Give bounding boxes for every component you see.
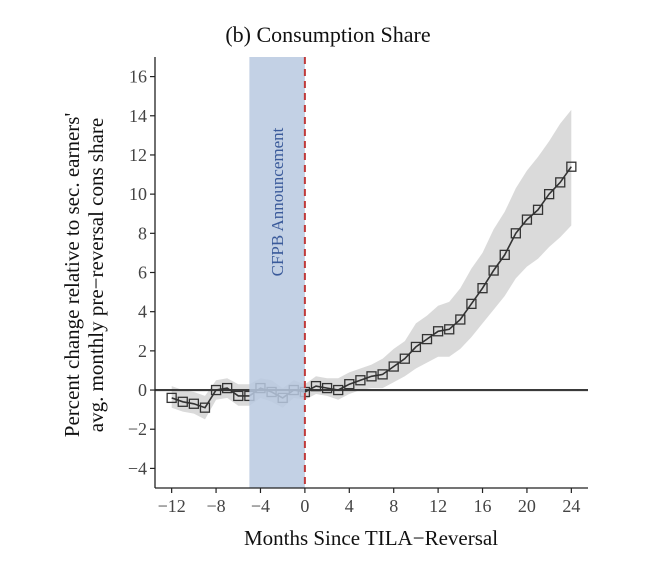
x-tick-label: 4 xyxy=(345,496,354,516)
y-tick-label: 4 xyxy=(138,302,147,322)
x-tick-label: −4 xyxy=(251,496,270,516)
data-point xyxy=(532,204,544,215)
data-point xyxy=(510,228,521,239)
data-point xyxy=(166,392,177,404)
data-point xyxy=(355,375,366,386)
x-tick-label: −12 xyxy=(158,496,186,516)
data-point xyxy=(388,361,399,372)
data-point xyxy=(177,396,188,407)
y-tick-label: 16 xyxy=(129,67,147,87)
data-point xyxy=(432,326,444,337)
y-tick-label: 10 xyxy=(129,184,147,204)
data-point xyxy=(199,402,211,413)
data-point xyxy=(333,384,344,396)
data-point xyxy=(188,398,200,409)
data-point xyxy=(222,382,233,394)
x-tick-label: 8 xyxy=(389,496,398,516)
shaded-region-label: CFPB Announcement xyxy=(268,127,287,276)
y-tick-label: 6 xyxy=(138,263,147,283)
y-axis-title-line-1: Percent change relative to sec. earners' xyxy=(60,113,84,437)
x-tick-label: 16 xyxy=(474,496,492,516)
data-point xyxy=(310,380,322,392)
y-tick-label: 12 xyxy=(129,145,147,165)
data-point xyxy=(344,379,355,390)
data-point xyxy=(410,341,422,353)
shaded-region xyxy=(249,57,305,488)
data-point xyxy=(488,265,499,276)
data-point xyxy=(466,298,477,309)
chart-title: (b) Consumption Share xyxy=(225,22,430,47)
y-tick-label: 8 xyxy=(138,223,147,243)
confidence-band xyxy=(171,109,572,420)
data-point xyxy=(399,353,410,364)
data-point xyxy=(377,369,388,380)
data-point xyxy=(566,161,577,172)
y-tick-label: 14 xyxy=(129,106,147,126)
y-axis-title: Percent change relative to sec. earners'… xyxy=(60,113,108,437)
x-axis-title: Months Since TILA−Reversal xyxy=(244,526,498,550)
y-tick-label: −4 xyxy=(128,458,147,478)
data-point xyxy=(521,214,533,225)
y-tick-label: 2 xyxy=(138,341,147,361)
data-point xyxy=(455,314,466,325)
data-point xyxy=(366,371,377,382)
x-tick-label: −8 xyxy=(206,496,225,516)
data-point xyxy=(210,384,222,396)
y-axis-title-line-2: avg. monthly pre−reversal cons share xyxy=(84,118,108,433)
series-line xyxy=(171,166,572,409)
x-tick-label: 24 xyxy=(562,496,580,516)
data-point xyxy=(444,324,455,335)
data-point xyxy=(499,249,510,261)
y-tick-label: 0 xyxy=(138,380,147,400)
data-point xyxy=(477,283,488,294)
x-tick-label: 20 xyxy=(518,496,536,516)
data-point xyxy=(421,333,433,345)
data-point xyxy=(233,390,244,402)
data-point xyxy=(555,177,566,188)
data-point xyxy=(543,188,555,200)
y-tick-label: −2 xyxy=(128,419,147,439)
x-tick-label: 12 xyxy=(429,496,447,516)
x-tick-label: 0 xyxy=(300,496,309,516)
data-point xyxy=(321,382,333,394)
